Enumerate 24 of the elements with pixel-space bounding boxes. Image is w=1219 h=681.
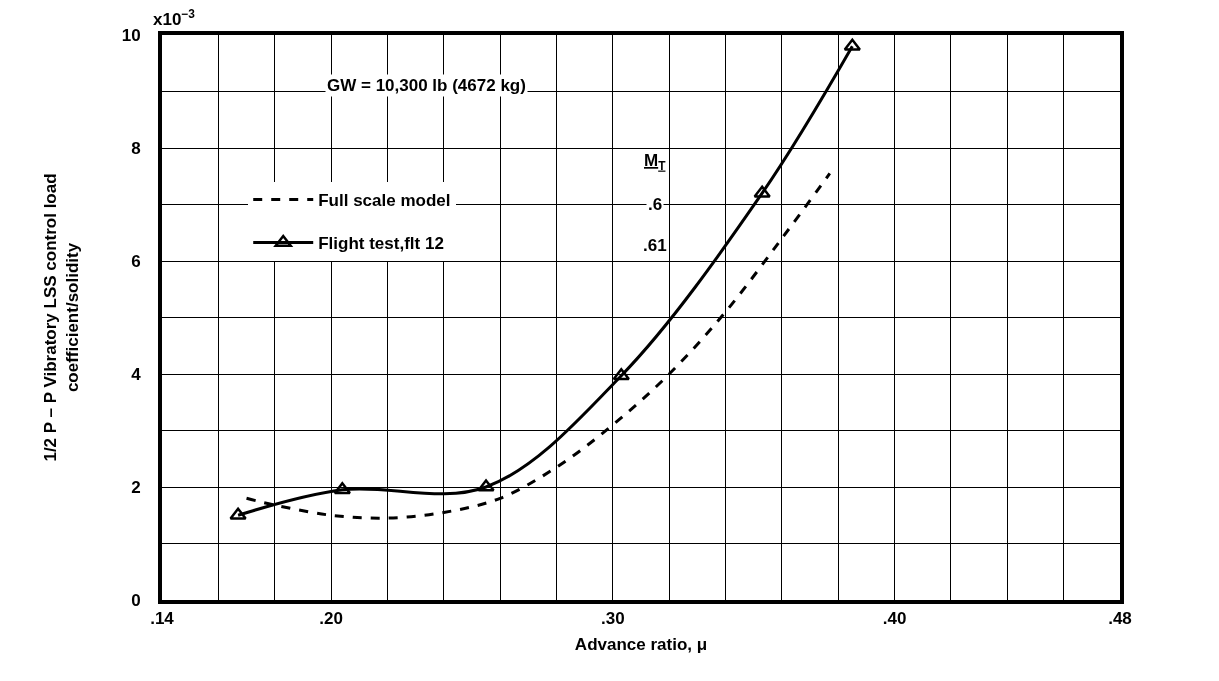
y-tick-label: 0 [131,590,141,610]
y-tick-label: 4 [131,364,142,384]
annotation: .61 [643,236,667,255]
point [229,507,247,520]
x-tick-label: .20 [319,609,343,629]
x-tick-label: .14 [150,609,175,629]
x-tick-label: .30 [601,609,625,629]
y-tick-label: 10 [121,25,141,45]
y-axis-title: 1/2 P – P Vibratory LSS control load coefficient/solidity [40,173,82,462]
y-tick-label: 6 [131,251,141,271]
annotation: GW = 10,300 lb (4672 kg) [327,76,526,95]
point [477,479,495,492]
legend-label: Flight test,flt 12 [318,234,444,254]
text: x10$^{−3}$ [153,7,196,30]
point [612,367,631,381]
annotation: M$_{T}$ [644,151,667,173]
x-tick-label: .40 [882,609,907,629]
annotation: .6 [648,195,663,214]
x-tick-label: .48 [1108,609,1132,629]
legend-label: Full scale model [318,191,451,211]
y-tick-label: 2 [131,477,141,497]
y-tick-label: 8 [131,138,141,158]
point [753,185,771,198]
x-axis-title: Advance ratio, μ [574,635,708,655]
